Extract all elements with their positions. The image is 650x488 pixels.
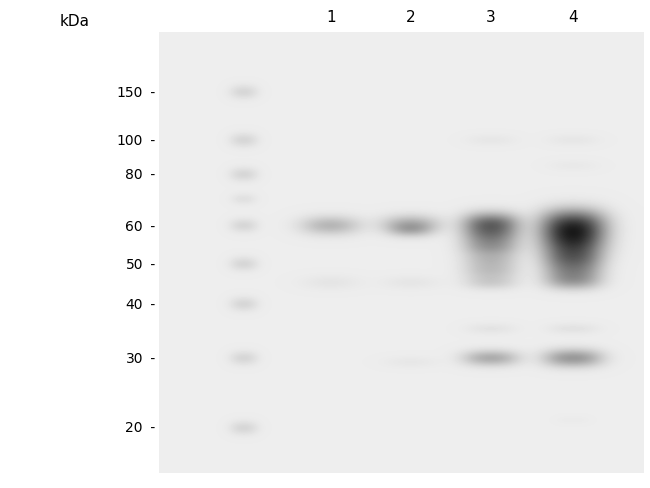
Text: -: - [146,86,155,100]
Text: 2: 2 [406,10,416,24]
Text: 30: 30 [125,352,143,366]
Text: 40: 40 [125,298,143,312]
Text: kDa: kDa [60,15,90,29]
Text: 80: 80 [125,168,143,182]
Text: -: - [146,168,155,182]
Text: 50: 50 [125,258,143,272]
Text: -: - [146,298,155,312]
Text: -: - [146,134,155,148]
Text: -: - [146,258,155,272]
Text: 150: 150 [116,86,143,100]
Text: 4: 4 [569,10,578,24]
Text: 1: 1 [326,10,336,24]
Text: 60: 60 [125,220,143,234]
Text: -: - [146,352,155,366]
Text: -: - [146,220,155,234]
Text: 20: 20 [125,421,143,435]
Text: 3: 3 [486,10,496,24]
Text: -: - [146,421,155,435]
Text: 100: 100 [116,134,143,148]
